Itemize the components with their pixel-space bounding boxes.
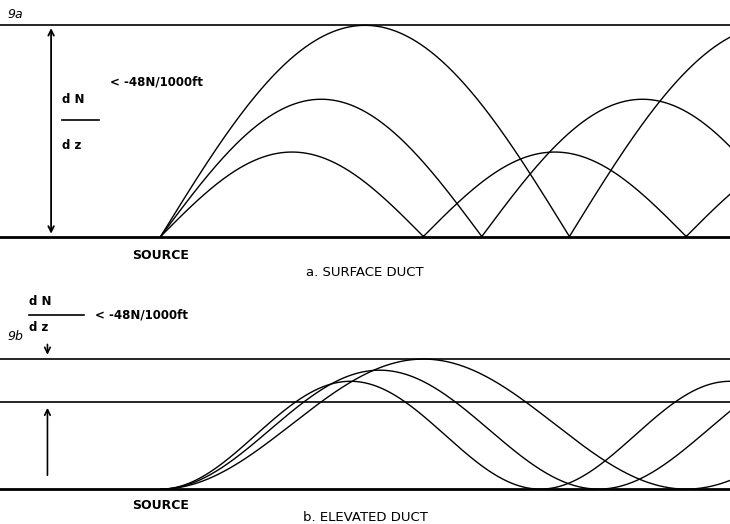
Text: d z: d z <box>29 321 49 334</box>
Text: d N: d N <box>29 296 52 309</box>
Text: 9a: 9a <box>7 8 23 21</box>
Text: < -48N/1000ft: < -48N/1000ft <box>110 76 202 89</box>
Text: d z: d z <box>62 139 82 152</box>
Text: 9b: 9b <box>7 330 23 343</box>
Text: < -48N/1000ft: < -48N/1000ft <box>95 308 188 321</box>
Text: d N: d N <box>62 93 85 106</box>
Text: b. ELEVATED DUCT: b. ELEVATED DUCT <box>302 511 428 524</box>
Text: SOURCE: SOURCE <box>132 499 189 511</box>
Text: SOURCE: SOURCE <box>132 249 189 262</box>
Text: a. SURFACE DUCT: a. SURFACE DUCT <box>306 266 424 279</box>
